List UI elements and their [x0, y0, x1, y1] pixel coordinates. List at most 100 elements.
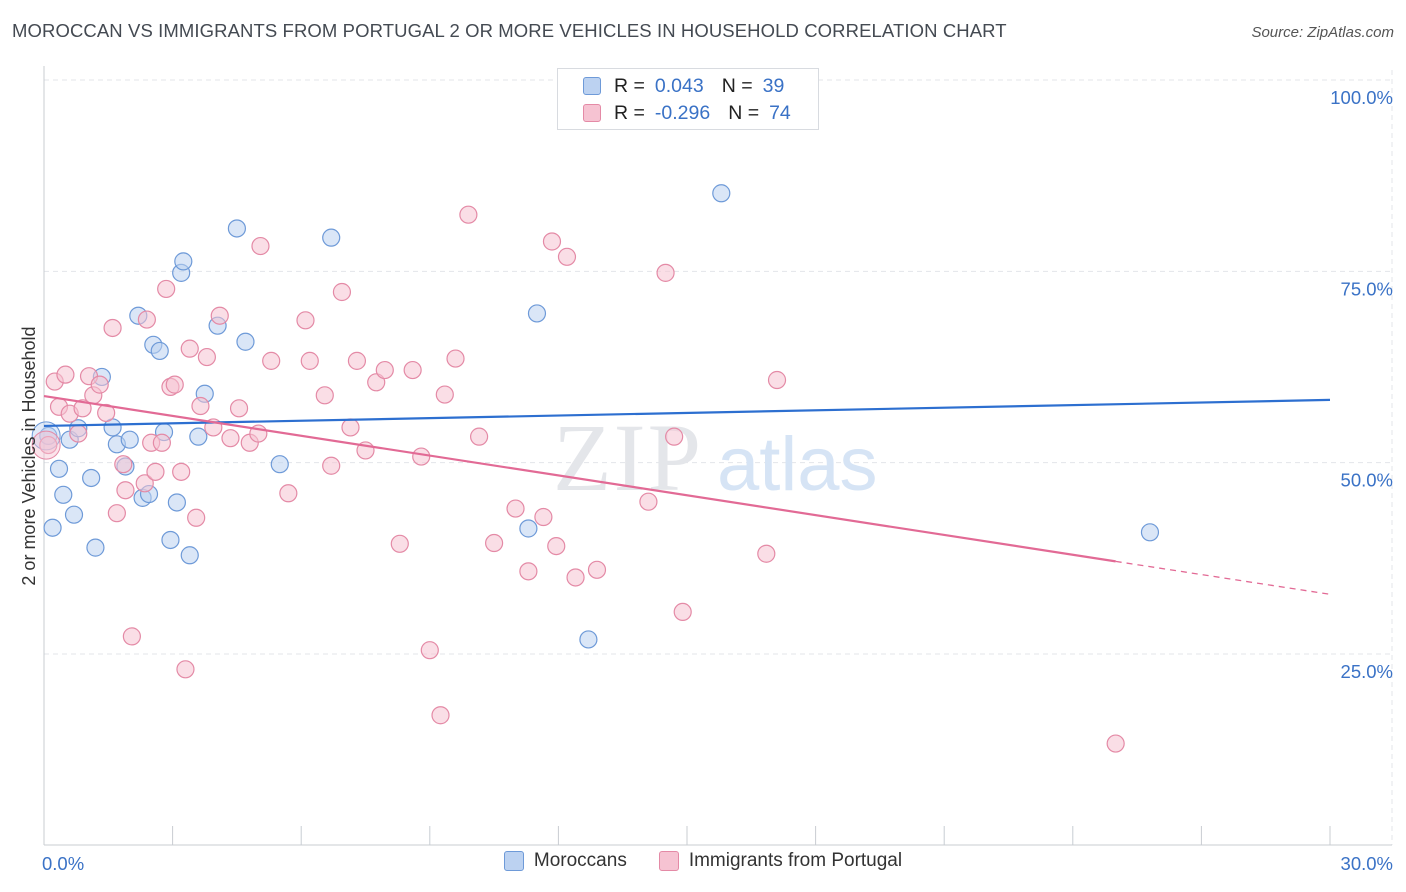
portugal-point — [90, 375, 109, 394]
r-value: -0.296 — [654, 101, 711, 124]
moroccan-point — [236, 332, 255, 351]
portugal-point — [547, 536, 566, 556]
legend-item-portugal[interactable]: Immigrants from Portugal — [658, 850, 903, 872]
n-value: 74 — [769, 101, 791, 124]
source-label: Source: ZipAtlas.com — [1251, 24, 1394, 41]
x-tick-label: 30.0% — [1341, 853, 1393, 874]
portugal-trend-extension — [1115, 560, 1331, 595]
x-tick-label: 0.0% — [42, 853, 84, 874]
portugal-point — [390, 534, 409, 553]
y-axis-label: 2 or more Vehicles in Household — [19, 326, 39, 585]
portugal-point — [412, 447, 431, 466]
y-tick-label: 50.0% — [1341, 470, 1393, 491]
portugal-point — [279, 484, 298, 503]
moroccan-point — [174, 252, 193, 271]
moroccan-point — [189, 427, 208, 446]
moroccans-swatch — [583, 77, 601, 95]
portugal-point — [665, 427, 684, 446]
moroccan-point — [150, 341, 169, 361]
stats-legend: R = 0.043 N = 39 R = -0.296 N = 74 — [557, 68, 819, 130]
portugal-point — [39, 435, 58, 455]
moroccan-point — [227, 219, 246, 238]
portugal-point — [107, 504, 126, 523]
watermark-atlas: atlas — [717, 422, 878, 507]
portugal-point — [197, 347, 216, 367]
portugal-point — [73, 399, 92, 418]
r-label: R = — [614, 101, 645, 124]
moroccan-point — [82, 468, 101, 488]
moroccan-point — [161, 530, 180, 550]
portugal-point — [180, 339, 199, 358]
portugal-point — [69, 424, 88, 443]
n-label: N = — [721, 74, 753, 97]
portugal-point — [519, 562, 538, 581]
moroccan-point — [519, 519, 538, 538]
portugal-point — [485, 533, 504, 553]
portugal-point — [403, 360, 422, 380]
stats-row-moroccans: R = 0.043 N = 39 — [583, 72, 785, 100]
portugal-point — [1106, 734, 1125, 753]
y-tick-label: 75.0% — [1341, 278, 1393, 299]
moroccan-point — [64, 505, 84, 524]
portugal-point — [296, 311, 315, 330]
portugal-point — [210, 306, 229, 325]
y-tick-label: 100.0% — [1330, 87, 1393, 108]
chart-title: MOROCCAN VS IMMIGRANTS FROM PORTUGAL 2 O… — [12, 20, 1007, 41]
portugal-point — [469, 427, 489, 446]
portugal-point — [300, 351, 319, 370]
moroccan-point — [120, 430, 139, 449]
watermark: ZIP atlas — [553, 404, 878, 511]
portugal-point — [347, 351, 367, 370]
legend-label-portugal: Immigrants from Portugal — [688, 850, 903, 871]
r-value: 0.043 — [654, 74, 704, 97]
grid-lines — [44, 70, 1393, 845]
portugal-point — [446, 349, 465, 368]
legend-item-moroccans[interactable]: Moroccans — [503, 850, 627, 872]
moroccan-point — [54, 485, 73, 504]
moroccan-point — [527, 304, 547, 323]
portugal-point — [191, 396, 210, 416]
moroccan-point — [43, 518, 62, 537]
portugal-point — [122, 627, 141, 646]
portugal-point — [639, 492, 658, 511]
portugal-point — [116, 481, 135, 500]
bottom-legend: Moroccans Immigrants from Portugal — [0, 850, 1406, 872]
stats-row-portugal: R = -0.296 N = 74 — [583, 99, 791, 127]
tick-labels: 25.0% 50.0% 75.0% 100.0% 0.0% 30.0% — [42, 87, 1393, 874]
moroccan-point — [167, 493, 186, 512]
portugal-point — [165, 375, 184, 394]
portugal-point — [229, 399, 249, 418]
portugal-point — [322, 456, 341, 475]
moroccans-legend-swatch — [503, 851, 524, 871]
portugal-point — [114, 455, 133, 474]
portugal-point — [341, 418, 360, 437]
portugal-point — [251, 236, 270, 256]
n-value: 39 — [762, 74, 785, 97]
portugal-point — [315, 386, 334, 405]
portugal-point — [172, 462, 191, 481]
portugal-point — [103, 318, 122, 338]
portugal-point — [506, 499, 525, 518]
n-label: N = — [728, 101, 760, 124]
portugal-point — [97, 403, 116, 423]
portugal-point — [137, 310, 156, 329]
portugal-point — [176, 660, 195, 679]
portugal-trend-line — [43, 394, 1116, 563]
portugal-point — [375, 360, 394, 380]
portugal-point — [332, 282, 352, 302]
moroccan-point — [270, 455, 289, 474]
portugal-point — [157, 279, 176, 299]
portugal-point — [757, 544, 776, 563]
portugal-legend-swatch — [658, 851, 679, 871]
portugal-point — [187, 508, 206, 527]
portugal-point — [56, 365, 75, 384]
axes — [43, 66, 1392, 846]
portugal-point — [656, 263, 675, 282]
portugal-point — [566, 568, 585, 587]
portugal-point — [767, 370, 787, 390]
legend-label-moroccans: Moroccans — [533, 850, 627, 871]
y-tick-label: 25.0% — [1341, 661, 1393, 682]
portugal-point — [459, 205, 478, 224]
moroccan-point — [1140, 523, 1160, 542]
